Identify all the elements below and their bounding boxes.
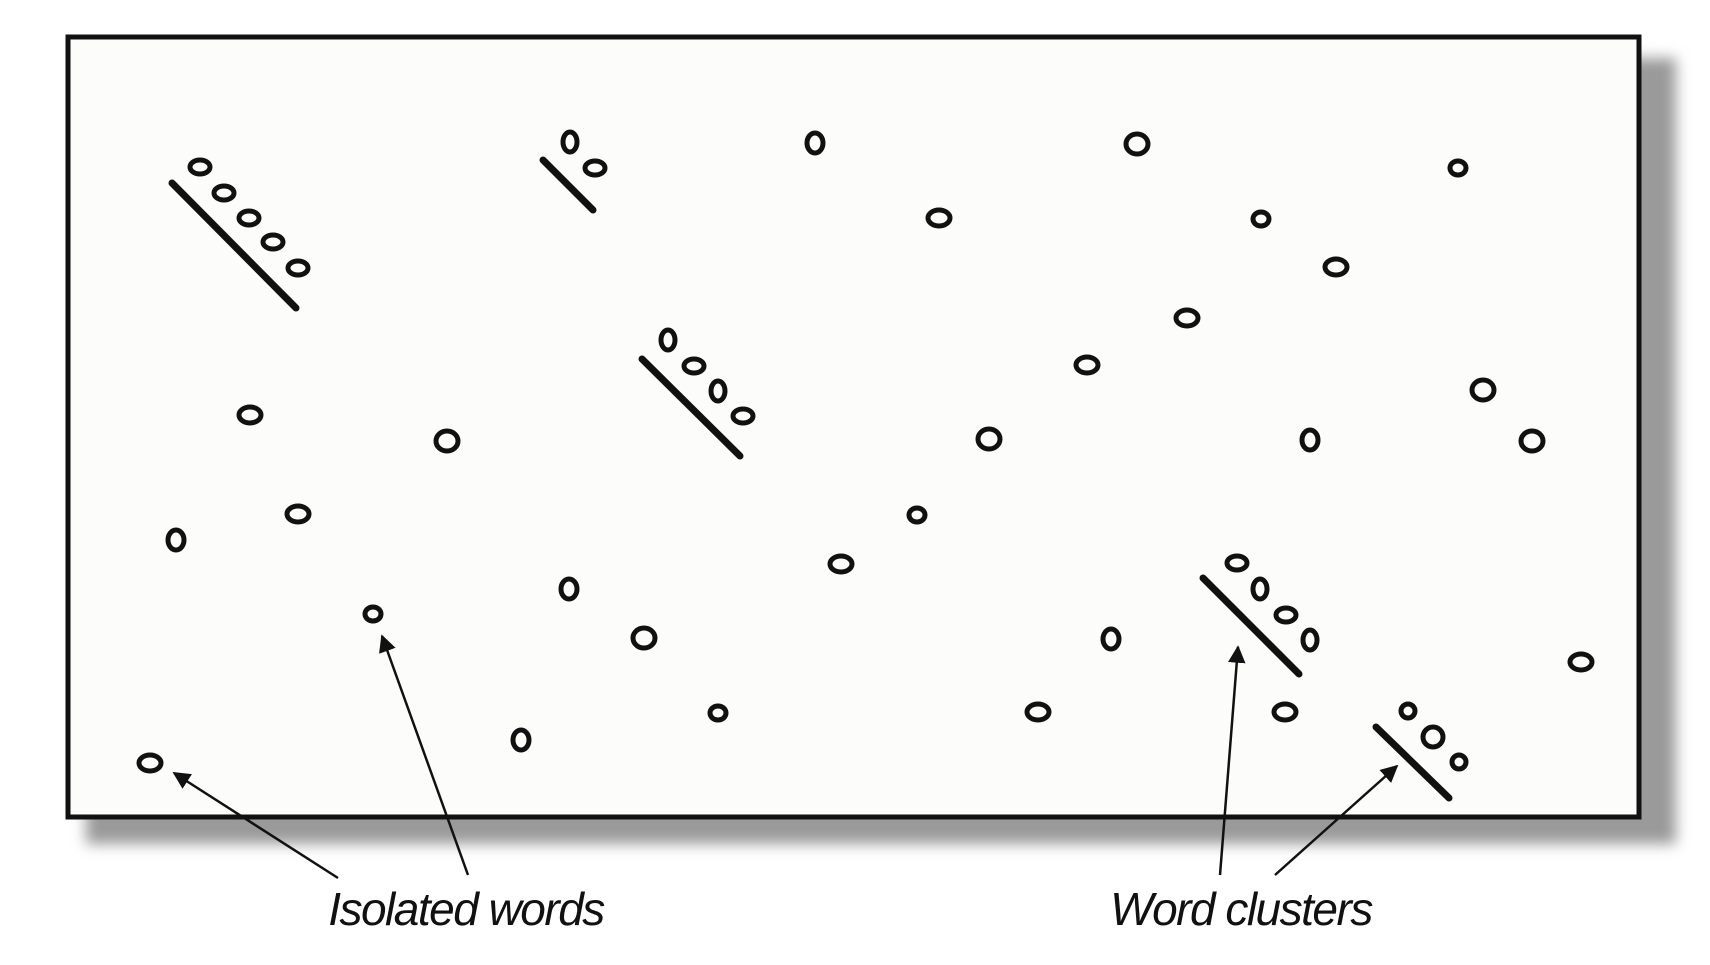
isolated-word <box>1518 428 1546 454</box>
isolated-word <box>906 505 928 525</box>
cluster-word <box>1250 576 1270 602</box>
cluster-word <box>187 157 213 177</box>
cluster-word <box>236 208 262 228</box>
isolated-word <box>433 428 461 454</box>
isolated-word <box>827 553 855 575</box>
word-cluster <box>1372 701 1469 802</box>
cluster-underline <box>638 355 744 460</box>
isolated-word <box>284 503 312 525</box>
isolated-words-label: Isolated words <box>328 883 605 935</box>
cluster-word <box>211 183 237 203</box>
isolated-word <box>1024 701 1052 723</box>
cluster-word <box>658 327 678 353</box>
text-page-box <box>65 34 1642 820</box>
cluster-word <box>1398 701 1418 721</box>
isolated-word <box>558 576 580 602</box>
isolated-word <box>1123 131 1151 157</box>
cluster-word <box>1300 627 1320 653</box>
isolated-word <box>236 404 264 426</box>
cluster-word <box>1224 553 1250 573</box>
cluster-word <box>560 129 580 155</box>
cluster-word <box>582 158 608 178</box>
isolated-word <box>804 130 826 156</box>
cluster-word <box>730 406 756 426</box>
isolated-word <box>362 604 384 624</box>
word-cluster-arrow <box>1274 764 1399 876</box>
word-cluster <box>1199 553 1320 678</box>
isolated-word <box>1173 307 1201 329</box>
word-cluster <box>168 157 311 312</box>
arrows-layer <box>172 634 1399 880</box>
isolated-word <box>165 527 187 553</box>
cluster-word <box>285 258 311 278</box>
isolated-word <box>1567 651 1595 673</box>
words-layer <box>136 130 1595 774</box>
isolated-word <box>1322 256 1350 278</box>
isolated-word <box>136 752 164 774</box>
isolated-word-arrow <box>379 634 470 876</box>
cluster-underline <box>1199 574 1303 678</box>
cluster-word <box>1273 605 1299 625</box>
isolated-word <box>510 727 532 753</box>
isolated-word <box>975 426 1003 452</box>
isolated-word-arrow <box>172 771 339 880</box>
cluster-underline <box>1372 723 1453 802</box>
cluster-word <box>260 232 286 252</box>
cluster-underline <box>168 179 300 312</box>
isolated-word <box>1073 354 1101 376</box>
cluster-word <box>1449 752 1469 772</box>
isolated-word <box>1299 427 1321 453</box>
word-cluster-arrow <box>1218 645 1246 876</box>
cluster-underline <box>539 156 597 214</box>
cluster-word <box>1420 724 1446 750</box>
isolated-word <box>1250 209 1272 229</box>
word-cluster <box>539 129 608 214</box>
isolated-word <box>1100 626 1122 652</box>
clusters-layer <box>168 129 1469 802</box>
isolated-word <box>1469 377 1497 403</box>
word-cluster <box>638 327 756 460</box>
isolated-word <box>925 207 953 229</box>
isolated-word <box>1271 701 1299 723</box>
isolated-word <box>707 703 729 723</box>
isolated-word <box>1447 158 1469 178</box>
isolated-word <box>630 625 658 651</box>
cluster-word <box>708 378 728 404</box>
word-clusters-label: Word clusters <box>1110 883 1373 935</box>
cluster-word <box>681 356 707 376</box>
